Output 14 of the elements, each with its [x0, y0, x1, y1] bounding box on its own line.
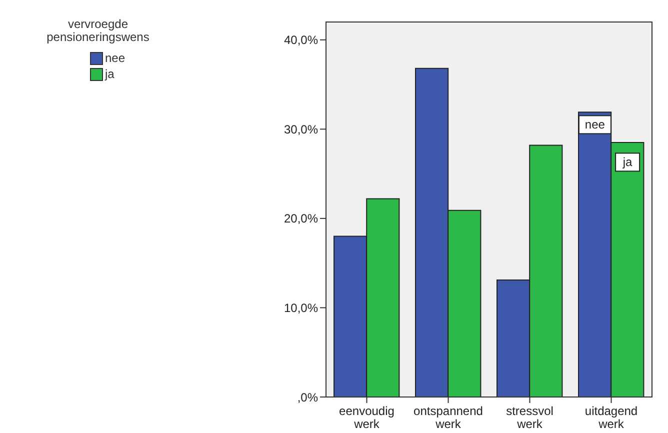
- x-tick-label: stressvol werk: [506, 404, 554, 431]
- y-tick-label: 40,0%: [284, 33, 318, 48]
- legend-label: nee: [105, 51, 126, 65]
- x-tick-label: ontspannend werk: [414, 404, 483, 431]
- y-tick-label: 10,0%: [284, 300, 318, 315]
- y-tick-label: 30,0%: [284, 122, 318, 136]
- legend-title: vervroegde pensioneringswens: [46, 17, 150, 44]
- legend-label: ja: [105, 67, 114, 81]
- y-tick-label: ,0%: [297, 390, 318, 404]
- annotation: nee: [584, 118, 606, 132]
- x-tick-label: uitdagend werk: [584, 404, 638, 431]
- annotation: ja: [622, 155, 633, 170]
- y-tick-label: 20,0%: [284, 212, 318, 226]
- x-tick-label: eenvoudig werk: [339, 404, 394, 431]
